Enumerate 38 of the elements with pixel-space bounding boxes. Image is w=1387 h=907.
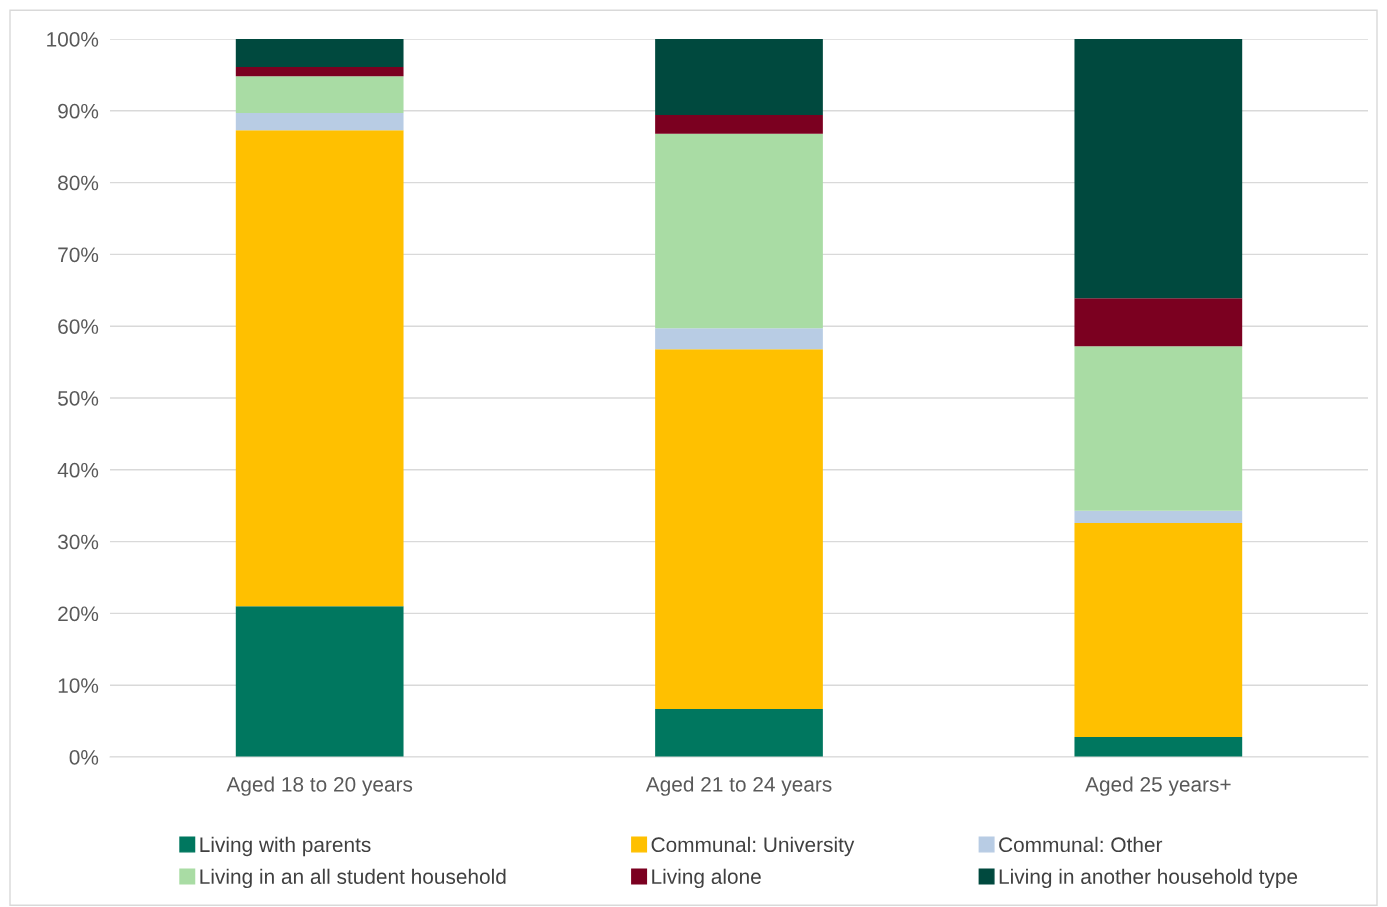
bar [1074,39,1243,299]
bar [235,39,404,67]
y-tick-label: 60% [58,319,99,334]
y-tick-label: 10% [58,678,99,693]
legend-label: Living in another household type [999,868,1298,889]
legend-label: Living with parents [200,836,371,857]
bar [655,328,823,350]
bar [1074,346,1243,511]
y-tick-label: 40% [57,462,99,478]
y-tick-label: 70% [58,247,99,263]
legend-label: Living alone [652,868,761,889]
legend-label: Communal: Other [999,836,1163,853]
y-tick-label: 20% [58,606,99,622]
bar [235,112,404,131]
bar [655,349,823,709]
y-tick-label: 0% [69,750,99,765]
bar [235,67,404,77]
x-tick-label: Aged 21 to 24 years [645,776,832,796]
bar [1074,298,1243,347]
bar [1074,736,1243,757]
bar [235,606,404,757]
y-tick-label: 30% [57,534,99,550]
bar [235,130,404,607]
legend-label: Communal: University [651,836,855,857]
bar [1074,510,1243,523]
y-tick-label: 80% [58,175,99,191]
bar [235,76,404,113]
legend-label: Living in an all student household [200,868,506,889]
y-tick-label: 100% [47,32,99,47]
x-tick-label: Aged 25 years+ [1085,776,1231,796]
bar [655,39,823,116]
y-tick-label: 50% [58,391,99,406]
x-tick-label: Aged 18 to 20 years [226,776,413,796]
y-tick-label: 90% [58,103,99,119]
bar [655,133,823,329]
bar [1074,522,1243,737]
bar [655,708,823,757]
bar [655,115,823,134]
